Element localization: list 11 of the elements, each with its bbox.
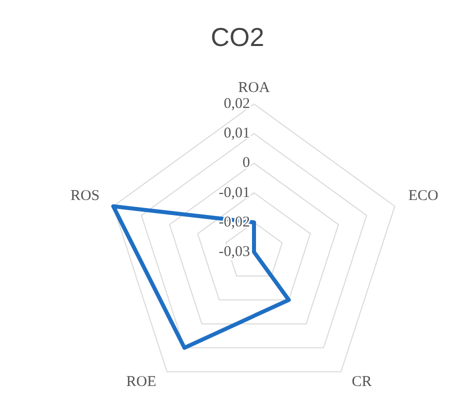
spoke-label: ROS (70, 188, 100, 204)
y-tick-label: 0,01 (224, 126, 250, 142)
y-tick-label: 0 (242, 155, 250, 172)
spoke-label: CR (352, 374, 372, 390)
y-tick-label: 0,02 (224, 96, 250, 112)
spoke-label: ECO (408, 188, 439, 204)
spoke-label: ROA (238, 80, 270, 96)
y-tick-label: -0,03 (218, 244, 250, 260)
chart-title: CO2 (210, 22, 266, 53)
spoke-label: ROE (126, 374, 156, 390)
y-tick-label: -0,01 (218, 184, 250, 201)
